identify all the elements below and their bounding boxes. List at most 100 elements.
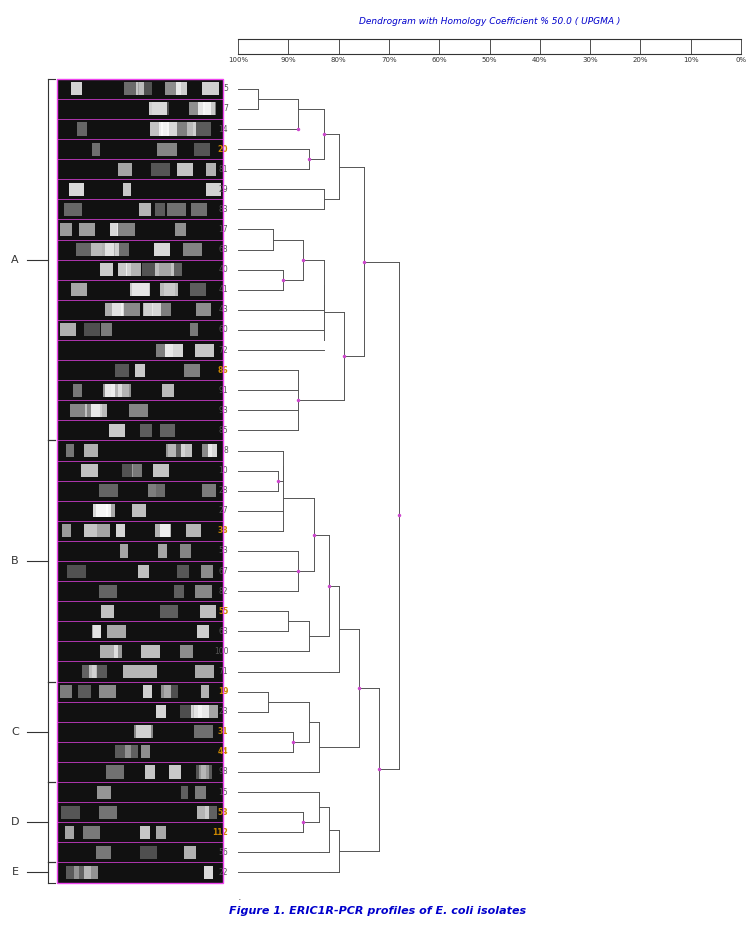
Bar	[149, 102, 166, 116]
Text: D: D	[11, 818, 20, 827]
Bar	[57, 360, 223, 380]
Bar	[67, 444, 74, 457]
Text: 28: 28	[218, 486, 228, 495]
Bar	[117, 223, 135, 236]
Bar	[57, 179, 223, 199]
Bar	[57, 641, 223, 662]
Bar	[166, 444, 176, 457]
Bar	[115, 745, 131, 758]
Bar	[184, 363, 200, 376]
Bar	[57, 79, 223, 883]
Text: 17: 17	[218, 225, 228, 234]
Bar	[165, 83, 181, 95]
Text: 40%: 40%	[532, 57, 547, 62]
Bar	[180, 705, 194, 718]
Bar	[76, 243, 91, 256]
Bar	[102, 243, 119, 256]
Bar	[89, 665, 97, 678]
Bar	[57, 299, 223, 320]
Text: 91: 91	[218, 386, 228, 395]
Bar	[158, 544, 167, 557]
Bar	[101, 263, 113, 276]
Text: 58: 58	[218, 807, 228, 817]
Bar	[169, 444, 184, 457]
Bar	[141, 745, 150, 758]
Bar	[200, 766, 212, 779]
Bar	[198, 102, 215, 116]
Bar	[161, 685, 171, 698]
Bar	[118, 162, 132, 176]
Bar	[57, 99, 223, 119]
Bar	[118, 384, 131, 397]
Bar	[195, 785, 206, 799]
Bar	[195, 665, 214, 678]
Bar	[197, 806, 209, 819]
Bar	[136, 83, 144, 95]
Bar	[57, 480, 223, 501]
Bar	[118, 263, 127, 276]
Bar	[132, 284, 149, 297]
Bar	[101, 324, 112, 337]
Bar	[124, 83, 138, 95]
Bar	[57, 440, 223, 461]
Bar	[206, 162, 216, 176]
Bar	[65, 826, 73, 839]
Bar	[60, 223, 72, 236]
Bar	[180, 544, 191, 557]
Bar	[123, 183, 131, 196]
Text: 14: 14	[218, 124, 228, 133]
Text: 29: 29	[218, 184, 228, 194]
Bar	[160, 424, 175, 437]
Bar	[130, 284, 150, 297]
Bar	[57, 782, 223, 802]
Bar	[206, 183, 222, 196]
Bar	[155, 203, 165, 216]
Bar	[85, 404, 101, 417]
Bar	[57, 621, 223, 641]
Bar	[159, 122, 177, 135]
Bar	[138, 203, 150, 216]
Text: .: .	[238, 892, 242, 902]
Bar	[164, 685, 178, 698]
Bar	[57, 119, 223, 139]
Bar	[177, 565, 189, 578]
Bar	[110, 384, 129, 397]
Bar	[142, 263, 159, 276]
Text: 7: 7	[224, 105, 228, 113]
Text: 112: 112	[212, 828, 228, 837]
Bar	[67, 565, 86, 578]
Text: 82: 82	[218, 587, 228, 596]
Bar	[57, 380, 223, 400]
Text: 8: 8	[224, 446, 228, 455]
Bar	[165, 344, 183, 357]
Bar	[57, 762, 223, 782]
Bar	[198, 102, 215, 116]
Bar	[203, 866, 212, 879]
Bar	[118, 263, 131, 276]
Text: 20: 20	[218, 145, 228, 154]
Text: 10%: 10%	[683, 57, 699, 62]
Bar	[84, 525, 97, 538]
Bar	[129, 404, 147, 417]
Text: 22: 22	[218, 868, 228, 877]
Bar	[93, 504, 111, 517]
Bar	[101, 604, 114, 617]
Text: 43: 43	[218, 305, 228, 314]
Bar	[99, 806, 117, 819]
Text: 80%: 80%	[331, 57, 346, 62]
Bar	[84, 444, 98, 457]
Bar	[67, 866, 79, 879]
Bar	[134, 725, 153, 738]
Bar	[70, 404, 87, 417]
Bar	[57, 702, 223, 722]
Bar	[153, 464, 169, 477]
Text: 86: 86	[218, 365, 228, 375]
Bar	[57, 662, 223, 681]
Text: C: C	[11, 727, 19, 737]
Bar	[73, 866, 91, 879]
Bar	[57, 722, 223, 742]
Text: 53: 53	[218, 547, 228, 555]
Bar	[126, 263, 141, 276]
Bar	[175, 223, 186, 236]
Bar	[57, 400, 223, 420]
